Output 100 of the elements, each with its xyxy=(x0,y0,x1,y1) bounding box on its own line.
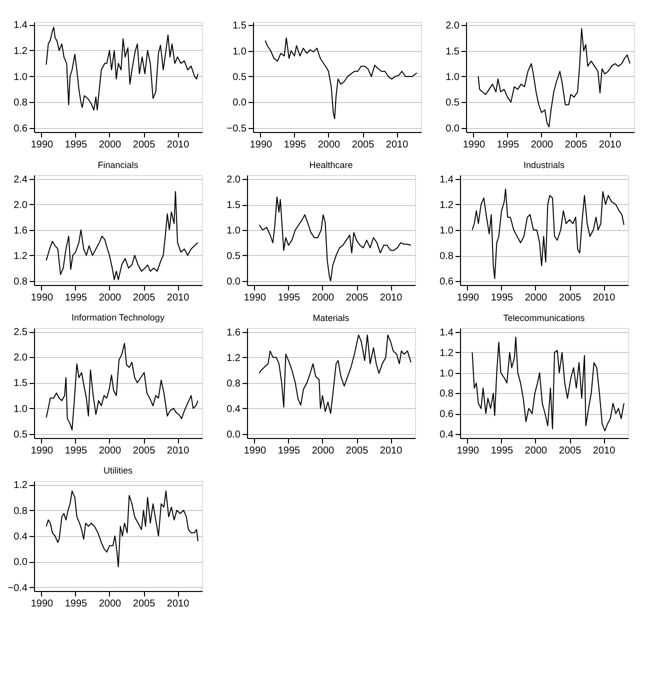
y-tick-label: 1.0 xyxy=(14,404,28,415)
x-tick-label: 2010 xyxy=(380,292,403,304)
y-tick-label: 0.8 xyxy=(14,506,28,517)
y-tick-label: 0.5 xyxy=(226,250,241,262)
y-tick-label: 0.4 xyxy=(440,429,454,440)
x-tick-label: 2005 xyxy=(132,598,156,610)
y-tick-label: 1.0 xyxy=(440,368,454,380)
line-series xyxy=(46,342,198,430)
y-tick-label: 0.6 xyxy=(14,124,28,135)
x-tick-label: 2005 xyxy=(558,446,582,456)
x-tick-label: 2000 xyxy=(524,292,548,304)
y-tick-label: 0.0 xyxy=(226,276,241,288)
y-tick-label: 0.5 xyxy=(232,72,247,83)
y-tick-label: 1.4 xyxy=(14,20,28,32)
x-tick-label: 2000 xyxy=(318,140,341,150)
y-tick-label: 1.5 xyxy=(232,20,247,32)
line-series xyxy=(472,336,624,432)
chart-title: Healthcare xyxy=(309,160,353,170)
y-tick-label: 1.0 xyxy=(440,226,454,236)
x-tick-label: 2010 xyxy=(592,446,616,456)
x-tick-label: 2000 xyxy=(312,292,335,304)
line-series xyxy=(258,334,412,414)
y-tick-label: 1.2 xyxy=(14,250,28,262)
line-series xyxy=(478,28,630,128)
y-tick-label: 1.2 xyxy=(440,200,454,211)
y-tick-label: 1.4 xyxy=(440,174,454,186)
chart-title: Utilities xyxy=(103,466,133,476)
y-tick-label: 1.0 xyxy=(14,72,28,83)
y-tick-label: 1.2 xyxy=(14,46,28,57)
y-tick-label: 1.5 xyxy=(226,200,241,212)
y-tick-label: 1.0 xyxy=(232,46,247,58)
line-series xyxy=(472,188,624,280)
x-tick-label: 1995 xyxy=(496,140,520,150)
line-series xyxy=(46,26,198,110)
y-tick-label: 0.0 xyxy=(446,123,460,134)
x-tick-label: 2000 xyxy=(98,446,122,456)
x-tick-label: 2005 xyxy=(346,292,369,304)
y-tick-label: 1.0 xyxy=(446,72,460,83)
chart-title: Telecommunications xyxy=(503,313,586,324)
y-tick-label: 0.0 xyxy=(14,557,28,568)
x-tick-label: 2010 xyxy=(592,292,616,304)
y-tick-label: 1.6 xyxy=(226,327,241,338)
y-tick-label: 2.0 xyxy=(446,20,460,32)
x-tick-label: 1995 xyxy=(490,292,514,304)
y-tick-label: 0.8 xyxy=(14,276,28,288)
x-tick-label: 2005 xyxy=(564,140,588,150)
y-tick-label: 0.0 xyxy=(226,429,241,440)
chart-title: Information Technology xyxy=(72,312,165,323)
x-tick-label: 2005 xyxy=(352,140,375,150)
y-tick-label: 2.5 xyxy=(14,327,28,338)
y-tick-label: 1.2 xyxy=(14,480,28,492)
x-tick-label: 2000 xyxy=(98,292,122,304)
x-tick-label: 2010 xyxy=(166,446,190,456)
x-tick-label: 1995 xyxy=(64,598,88,610)
y-tick-label: 0.6 xyxy=(440,409,454,420)
y-tick-label: 0.8 xyxy=(226,378,241,390)
x-tick-label: 1990 xyxy=(30,140,54,150)
line-series xyxy=(264,37,418,120)
x-tick-label: 2005 xyxy=(558,292,582,304)
x-tick-label: 1990 xyxy=(456,446,480,456)
x-tick-label: 1990 xyxy=(244,446,267,456)
y-tick-label: 1.4 xyxy=(440,328,454,339)
x-tick-label: 2010 xyxy=(166,292,190,304)
y-tick-label: 0.4 xyxy=(226,404,241,415)
y-tick-label: 1.5 xyxy=(446,46,460,58)
y-tick-label: 1.0 xyxy=(226,226,241,236)
x-tick-label: 1990 xyxy=(30,598,54,610)
y-tick-label: 0.6 xyxy=(440,276,454,288)
y-tick-label: −0.4 xyxy=(8,582,28,594)
x-tick-label: 1990 xyxy=(462,140,486,150)
line-series xyxy=(258,196,412,282)
y-tick-label: 0.8 xyxy=(440,251,454,262)
y-tick-label: 0.4 xyxy=(14,532,28,542)
y-tick-label: −0.5 xyxy=(226,123,247,134)
x-tick-label: 2000 xyxy=(98,140,122,150)
y-tick-label: 1.5 xyxy=(14,378,28,390)
x-tick-label: 1990 xyxy=(30,446,54,456)
chart-title: Industrials xyxy=(523,160,566,170)
x-tick-label: 2005 xyxy=(132,292,156,304)
x-tick-label: 1990 xyxy=(30,292,54,304)
x-tick-label: 1995 xyxy=(64,292,88,304)
x-tick-label: 2010 xyxy=(598,140,622,150)
x-tick-label: 2000 xyxy=(312,446,335,456)
y-tick-label: 0.5 xyxy=(14,429,28,440)
x-tick-label: 2010 xyxy=(166,598,190,610)
y-tick-label: 0.8 xyxy=(14,98,28,109)
x-tick-label: 1995 xyxy=(278,446,301,456)
x-tick-label: 2005 xyxy=(132,140,156,150)
chart-title: Financials xyxy=(98,160,139,170)
x-tick-label: 2005 xyxy=(132,446,156,456)
x-tick-label: 2010 xyxy=(386,140,409,150)
x-tick-label: 1995 xyxy=(64,446,88,456)
x-tick-label: 2000 xyxy=(530,140,554,150)
x-tick-label: 1995 xyxy=(64,140,88,150)
x-tick-label: 1995 xyxy=(490,446,514,456)
y-tick-label: 0.8 xyxy=(440,388,454,400)
x-tick-label: 2000 xyxy=(524,446,548,456)
line-series xyxy=(46,191,198,280)
chart-title: Materials xyxy=(312,312,350,323)
y-tick-label: 1.2 xyxy=(226,352,241,364)
